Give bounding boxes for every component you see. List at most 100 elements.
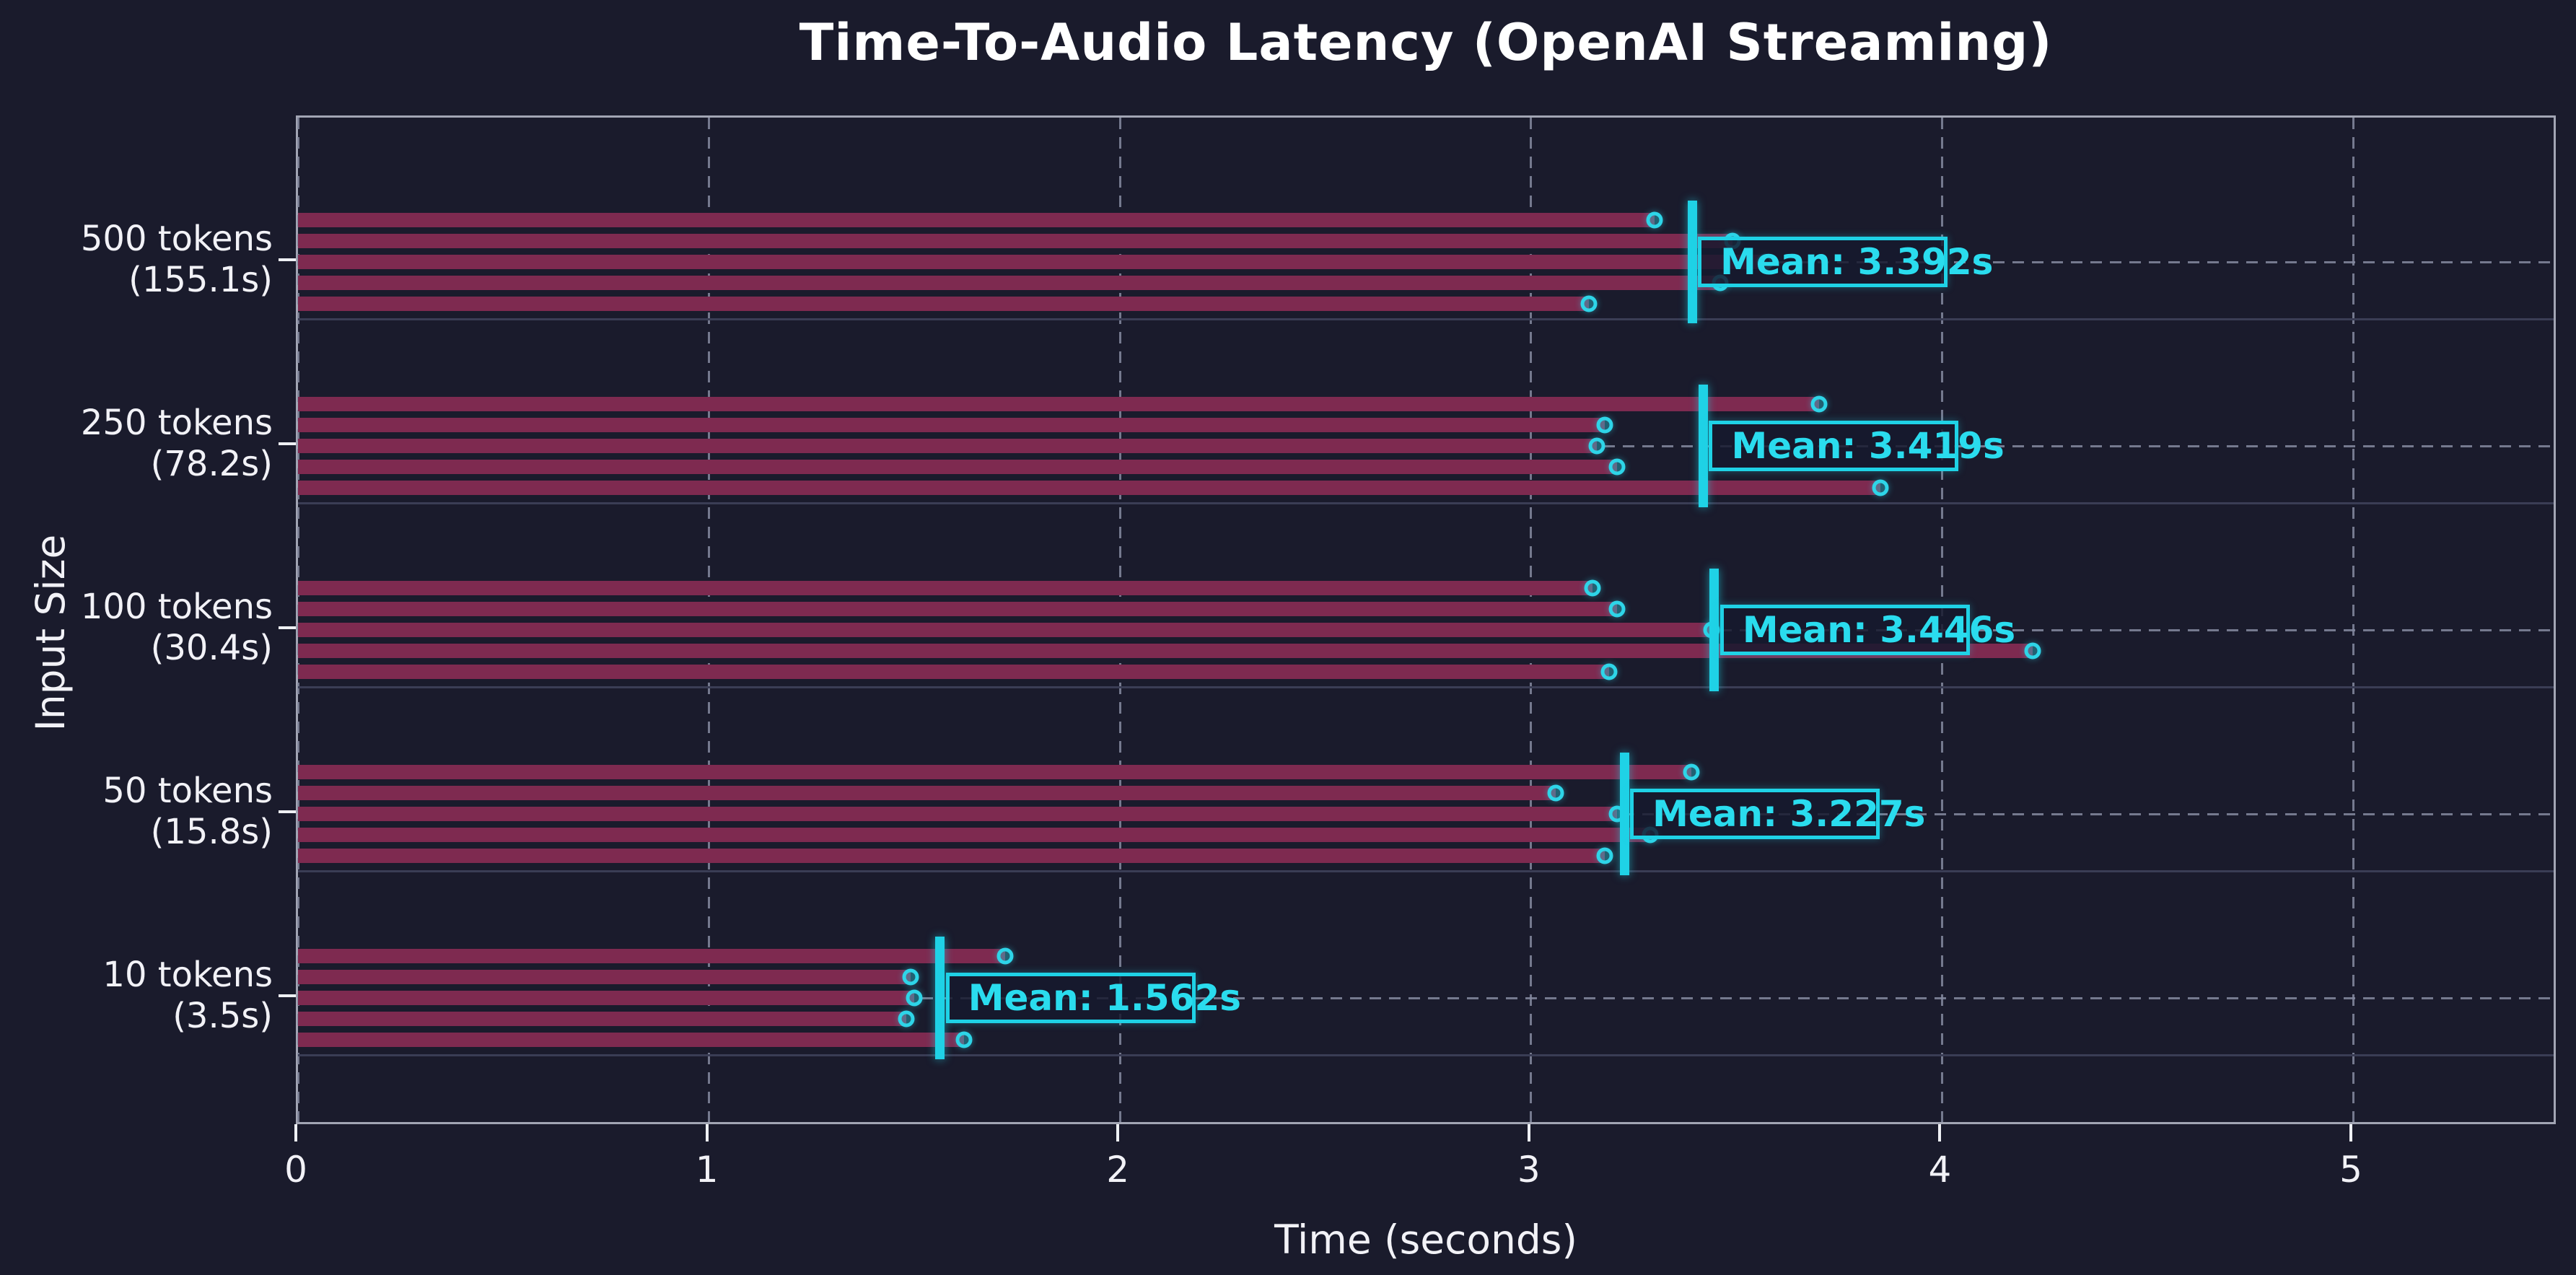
run-bar [298,297,1589,311]
x-tick-label-4: 4 [1928,1149,1952,1191]
mean-label-box: Mean: 3.446s [1719,605,2015,655]
run-endpoint-dot [1810,395,1828,413]
run-endpoint-dot [1608,458,1626,476]
run-bar [298,849,1605,863]
mean-label-box: Mean: 3.419s [1709,421,2005,471]
run-bar [298,581,1593,595]
run-endpoint-dot [996,947,1014,965]
run-endpoint-dot [1608,600,1626,618]
y-category-duration: (30.4s) [150,628,273,668]
group-separator-3 [298,870,2554,872]
run-bar [298,644,2033,658]
y-category-tokens: 100 tokens [80,587,273,627]
gridline-x-0 [297,118,299,1122]
run-bar [298,213,1655,227]
mean-label-box: Mean: 1.562s [945,973,1241,1023]
gridline-x-2 [1118,118,1121,1122]
x-axis-label: Time (seconds) [1274,1217,1577,1263]
gridline-x-1 [708,118,711,1122]
run-endpoint-dot [2024,642,2041,660]
run-endpoint-dot [1646,211,1663,229]
run-endpoint-dot [1580,295,1598,312]
run-bar [298,665,1610,679]
group-separator-1 [298,502,2554,504]
run-endpoint-dot [1683,763,1700,781]
mean-label-text: Mean: 3.392s [1720,241,1994,283]
x-tick-1 [705,1124,709,1142]
mean-label-box: Mean: 3.392s [1698,237,1993,287]
run-bar [298,1012,906,1026]
run-bar [298,481,1880,495]
mean-line [1687,201,1697,323]
x-tick-label-5: 5 [2339,1149,2362,1191]
run-bar [298,1033,964,1047]
y-tick-3 [279,810,296,813]
run-endpoint-dot [898,1010,915,1028]
gridline-x-5 [2352,118,2354,1122]
x-tick-label-3: 3 [1517,1149,1541,1191]
run-endpoint-dot [1588,437,1605,455]
run-endpoint-dot [1584,579,1601,597]
run-bar [298,276,1720,290]
run-bar [298,397,1819,411]
y-category-tokens: 50 tokens [102,771,273,811]
y-category-label-4: 10 tokens (3.5s) [27,955,273,1037]
gridline-y-4 [298,996,2554,999]
run-endpoint-dot [1600,663,1618,680]
x-tick-label-1: 1 [695,1149,719,1191]
run-bar [298,623,1712,637]
mean-label-box: Mean: 3.227s [1630,789,1925,839]
run-bar [298,786,1556,800]
y-tick-0 [279,258,296,261]
y-category-duration: (78.2s) [150,444,273,484]
run-bar [298,949,1005,963]
mean-line [1698,385,1708,507]
run-bar [298,234,1732,248]
y-category-label-2: 100 tokens (30.4s) [27,587,273,669]
run-bar [298,418,1605,432]
run-endpoint-dot [1596,416,1613,434]
run-bar [298,460,1618,474]
mean-label-text: Mean: 3.227s [1652,793,1926,835]
run-bar [298,439,1597,453]
run-endpoint-dot [1872,479,1889,496]
x-tick-label-2: 2 [1106,1149,1130,1191]
y-category-duration: (15.8s) [150,812,273,852]
mean-label-text: Mean: 3.419s [1731,425,2005,467]
y-category-duration: (3.5s) [172,996,273,1036]
y-category-duration: (155.1s) [128,260,273,300]
x-tick-3 [1527,1124,1530,1142]
run-endpoint-dot [1547,784,1564,802]
y-category-tokens: 500 tokens [80,219,273,259]
y-category-label-0: 500 tokens (155.1s) [27,219,273,301]
y-category-label-1: 250 tokens (78.2s) [27,403,273,485]
gridline-x-3 [1530,118,1533,1122]
mean-line [1709,569,1719,691]
plot-area: Mean: 3.392s Mean: 3.419s Mean: 3.446s Mean… [296,115,2556,1124]
y-tick-2 [279,626,296,629]
mean-label-text: Mean: 3.446s [1742,609,2016,651]
run-endpoint-dot [955,1031,973,1048]
mean-line [935,937,945,1059]
x-tick-label-0: 0 [284,1149,307,1191]
run-bar [298,991,915,1005]
y-tick-4 [279,994,296,997]
run-bar [298,970,911,984]
x-tick-2 [1116,1124,1120,1142]
y-category-tokens: 250 tokens [80,403,273,443]
run-endpoint-dot [1596,847,1613,864]
x-tick-5 [2349,1124,2352,1142]
group-separator-4 [298,1054,2554,1056]
run-bar [298,255,1766,269]
y-category-tokens: 10 tokens [102,955,273,995]
chart-title: Time-To-Audio Latency (OpenAI Streaming) [799,13,2053,72]
run-endpoint-dot [902,968,919,986]
x-tick-4 [1938,1124,1942,1142]
run-bar [298,807,1618,821]
run-endpoint-dot [906,989,923,1007]
y-category-label-3: 50 tokens (15.8s) [27,771,273,853]
group-separator-0 [298,318,2554,320]
run-bar [298,828,1650,842]
group-separator-2 [298,686,2554,688]
